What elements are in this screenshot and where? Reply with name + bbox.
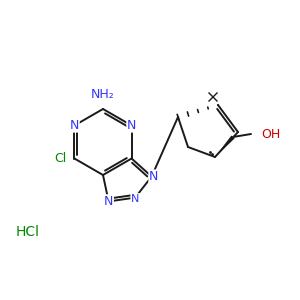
Text: NH₂: NH₂ [91, 88, 115, 101]
Text: N: N [104, 195, 113, 208]
Text: OH: OH [261, 128, 280, 140]
Polygon shape [215, 136, 235, 157]
Text: N: N [70, 119, 79, 132]
Text: Cl: Cl [54, 152, 67, 165]
Text: N: N [131, 194, 139, 204]
Text: HCl: HCl [16, 225, 40, 239]
Text: N: N [149, 170, 158, 183]
Text: N: N [127, 119, 136, 132]
